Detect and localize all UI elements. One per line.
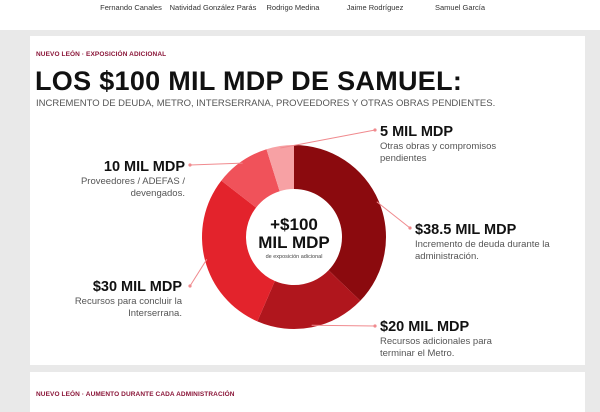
donut-slice bbox=[266, 145, 294, 192]
person-caption: Samuel García bbox=[434, 3, 486, 12]
slice-value-label: 5 MIL MDP bbox=[380, 124, 454, 140]
donut-slice bbox=[202, 180, 275, 322]
chart-subtitle: INCREMENTO DE DEUDA, METRO, INTERSERRANA… bbox=[36, 98, 496, 109]
leader-dot bbox=[373, 324, 377, 328]
donut-slice bbox=[221, 149, 280, 208]
leader-dot bbox=[188, 284, 192, 288]
slice-value-label: 10 MIL MDP bbox=[103, 159, 185, 175]
donut-slice bbox=[294, 145, 386, 301]
slice-description: Recursos adicionales para terminar el Me… bbox=[380, 336, 492, 359]
leader-line bbox=[311, 324, 376, 327]
next-section-panel: NUEVO LEÓN · AUMENTO DURANTE CADA ADMINI… bbox=[30, 372, 585, 412]
slice-value-label: $38.5 MIL MDP bbox=[415, 222, 517, 238]
chart-panel: NUEVO LEÓN · EXPOSICIÓN ADICIONAL LOS $1… bbox=[30, 36, 585, 365]
slice-description: Incremento de deuda durante la administr… bbox=[415, 239, 550, 262]
slice-value-label: $20 MIL MDP bbox=[380, 319, 470, 335]
leader-line bbox=[189, 162, 243, 166]
person-caption: Natividad González Parás bbox=[169, 3, 257, 12]
center-value-line: MIL MDP bbox=[258, 233, 329, 252]
person-caption: Fernando Canales bbox=[100, 3, 162, 12]
person-caption: Jaime Rodríguez bbox=[346, 3, 404, 12]
slice-value-label: $30 MIL MDP bbox=[92, 279, 182, 295]
section-kicker: NUEVO LEÓN · EXPOSICIÓN ADICIONAL bbox=[36, 51, 167, 58]
slice-description: Recursos para concluir la Interserrana. bbox=[74, 296, 182, 319]
chart-title: LOS $100 MIL MDP DE SAMUEL: bbox=[35, 66, 463, 96]
center-caption: de exposición adicional bbox=[266, 254, 323, 260]
leader-line bbox=[280, 129, 376, 149]
leader-line bbox=[376, 201, 411, 229]
leader-dot bbox=[188, 163, 192, 167]
person-caption: Rodrigo Medina bbox=[266, 3, 320, 12]
donut-slice bbox=[257, 270, 361, 330]
center-value-line: +$100 bbox=[270, 215, 318, 234]
previous-section-strip: Fernando Canales Natividad González Pará… bbox=[0, 0, 600, 30]
leader-dot bbox=[373, 128, 377, 132]
donut-chart: +$100 MIL MDP de exposición adicional bbox=[188, 128, 412, 330]
leader-dot bbox=[408, 226, 412, 230]
slice-description: Otras obras y compromisos pendientes bbox=[380, 141, 497, 164]
next-section-kicker: NUEVO LEÓN · AUMENTO DURANTE CADA ADMINI… bbox=[36, 391, 235, 398]
slice-description: Proveedores / ADEFAS / devengados. bbox=[80, 176, 185, 199]
leader-line bbox=[189, 259, 208, 287]
